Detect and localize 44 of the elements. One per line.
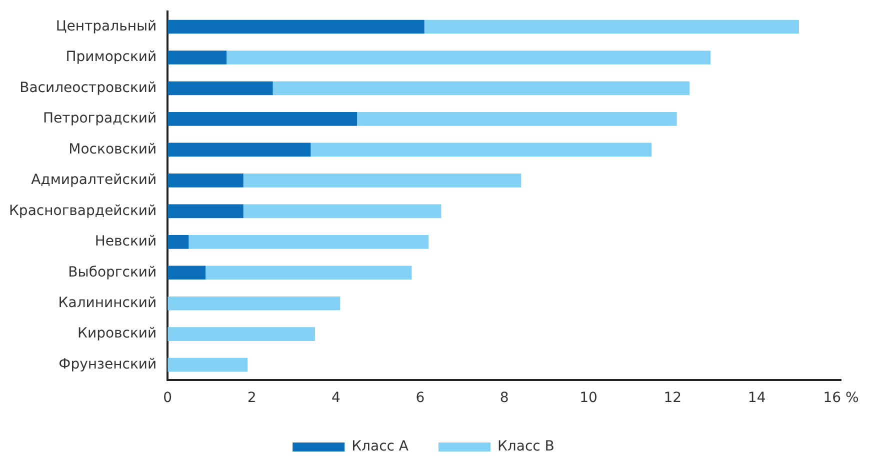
y-tick-label: Невский — [94, 234, 157, 250]
x-tick-label: 10 — [580, 390, 598, 406]
bar — [168, 112, 358, 126]
x-tick-label: 4 — [332, 390, 341, 406]
bar — [168, 234, 189, 249]
x-tick-label: 14 — [748, 390, 766, 406]
x-tick-label: 8 — [500, 390, 509, 406]
bar — [168, 358, 248, 372]
y-tick-label: Выборгский — [68, 264, 157, 280]
legend-label: Класс В — [497, 438, 554, 455]
y-tick-label: Кировский — [78, 326, 157, 342]
y-tick-label: Петроградский — [43, 110, 157, 127]
x-tick-label: 0 — [163, 390, 172, 406]
bar — [168, 142, 311, 157]
bar — [168, 20, 424, 34]
bar — [357, 112, 677, 126]
y-tick-label: Василеостровский — [20, 80, 157, 96]
bar — [424, 20, 799, 34]
bar — [188, 234, 429, 249]
bar — [168, 81, 273, 96]
bar — [168, 327, 315, 342]
bar — [272, 81, 690, 96]
y-tick-label: Приморский — [66, 49, 157, 66]
x-tick-label: 16 % — [823, 390, 859, 406]
bar — [168, 296, 340, 310]
bar — [310, 142, 652, 157]
bar — [243, 174, 522, 188]
y-tick-label: Московский — [68, 141, 157, 158]
bar — [168, 266, 206, 280]
y-tick-label: Центральный — [56, 18, 157, 34]
y-tick-label: Красногвардейский — [8, 202, 157, 219]
x-tick-label: 12 — [664, 390, 682, 406]
x-tick-label: 6 — [416, 390, 425, 406]
bar — [168, 50, 227, 64]
bar — [243, 204, 442, 218]
bar — [168, 204, 244, 218]
y-tick-label: Адмиралтейский — [31, 172, 157, 188]
bar — [226, 50, 711, 64]
y-tick-label: Фрунзенский — [58, 356, 157, 372]
y-tick-label: Калининский — [58, 295, 157, 312]
legend-label: Класс А — [352, 438, 409, 455]
x-tick-label: 2 — [247, 390, 256, 406]
bar — [206, 266, 412, 280]
bar — [168, 174, 244, 188]
